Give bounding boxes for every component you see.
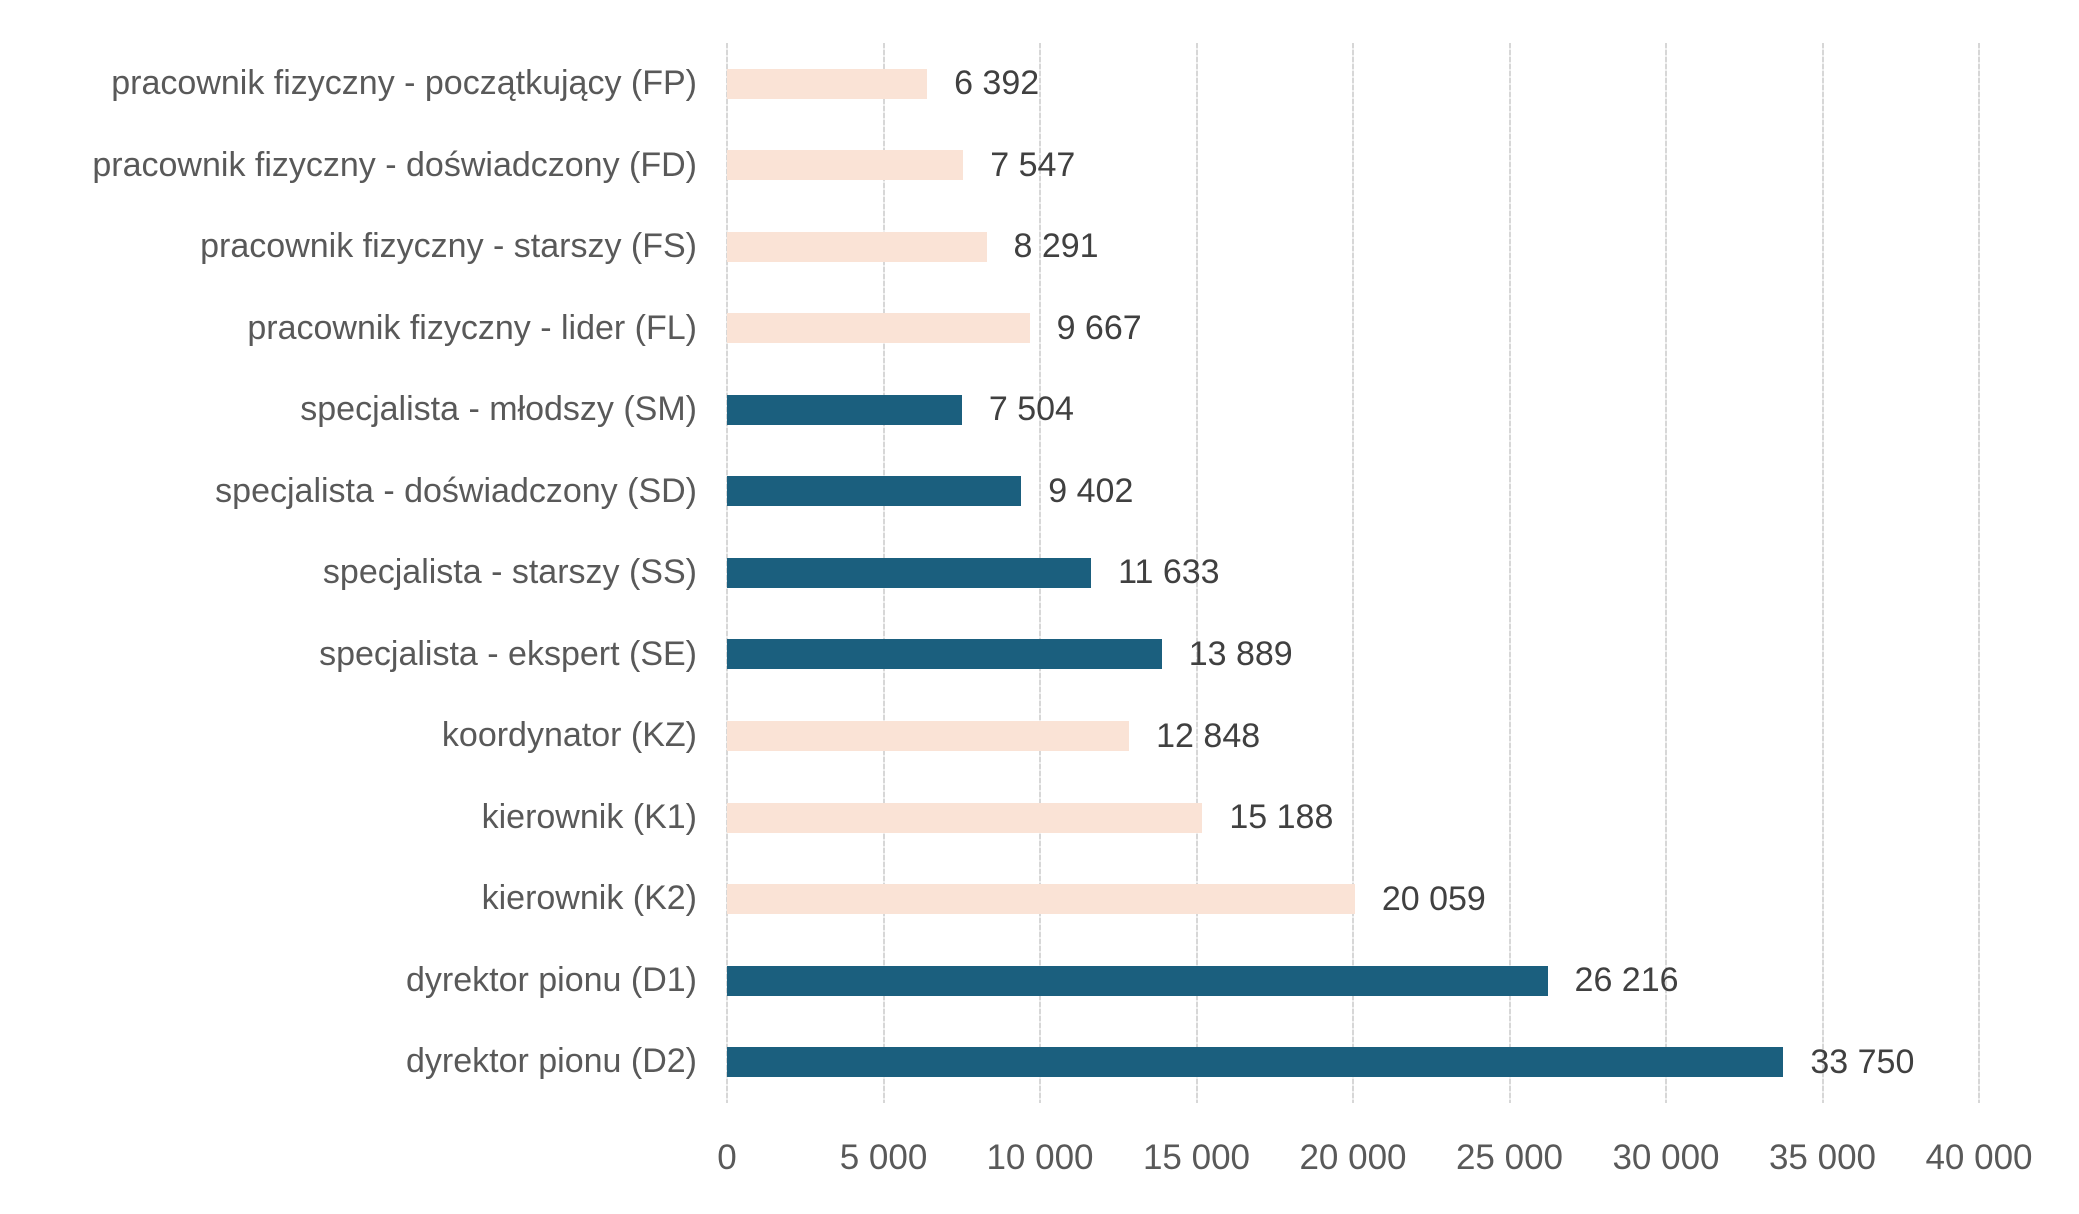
bar [727,639,1162,670]
category-label: pracownik fizyczny - początkujący (FP) [111,64,697,103]
value-label: 15 188 [1229,798,1334,837]
x-tick-label: 35 000 [1768,1138,1877,1177]
value-label: 26 216 [1574,961,1679,1000]
x-axis: 0 5 000 10 000 15 000 20 000 25 000 30 000 35 0… [717,1128,2032,1188]
bar-track: 13 889 [727,614,1979,696]
bar-row: koordynator (KZ) 12 848 [0,695,2060,777]
gridline [1195,43,1198,1103]
value-label: 20 059 [1381,879,1486,918]
bar-rows: pracownik fizyczny - początkujący (FP) 6 … [0,43,2060,1103]
category-label: pracownik fizyczny - starszy (FS) [200,227,697,266]
value-label: 8 291 [1013,227,1099,266]
bar-track: 8 291 [727,206,1979,288]
x-tick-label: 15 000 [1142,1138,1251,1177]
bar-track: 26 216 [727,940,1979,1022]
bar-track: 7 547 [727,125,1979,207]
bar-row: pracownik fizyczny - początkujący (FP) 6 … [0,43,2060,125]
bar [727,884,1355,915]
bar-row: pracownik fizyczny - lider (FL) 9 667 [0,288,2060,370]
category-label: specjalista - doświadczony (SD) [215,471,697,510]
bar-track: 33 750 [727,1021,1979,1103]
category-label: specjalista - starszy (SS) [322,553,697,592]
bar [727,802,1203,833]
bar [727,313,1030,344]
value-label: 33 750 [1810,1042,1915,1081]
bar-track: 11 633 [727,532,1979,614]
value-label: 7 504 [988,390,1074,429]
value-label: 13 889 [1188,634,1293,673]
bar [727,231,987,262]
category-label: koordynator (KZ) [441,716,697,755]
bar [727,68,928,99]
x-tick-label: 20 000 [1299,1138,1407,1177]
bar [727,557,1092,588]
category-label: kierownik (K1) [481,797,697,836]
gridline [1978,43,1980,1103]
bar-row: dyrektor pionu (D2) 33 750 [0,1021,2060,1103]
bar-row: pracownik fizyczny - doświadczony (FD) 7 … [0,125,2060,207]
bar-row: specjalista - młodszy (SM) 7 504 [0,369,2060,451]
gridline [1665,43,1667,1103]
bar-row: specjalista - starszy (SS) 11 633 [0,532,2060,614]
bar-row: specjalista - doświadczony (SD) 9 402 [0,451,2060,533]
value-label: 9 667 [1056,308,1142,347]
category-label: specjalista - młodszy (SM) [300,390,697,429]
bar [727,721,1130,752]
x-tick-label: 40 000 [1925,1138,2033,1177]
bar-track: 20 059 [727,858,1979,940]
value-label: 11 633 [1118,553,1220,592]
value-label: 12 848 [1156,716,1261,755]
bar [727,965,1548,996]
x-tick-label: 30 000 [1612,1138,1720,1177]
bar-track: 15 188 [727,777,1979,859]
x-tick-label: 10 000 [986,1138,1094,1177]
gridline [1821,43,1824,1103]
bar-row: specjalista - ekspert (SE) 13 889 [0,614,2060,696]
bar [727,476,1022,507]
bar-track: 7 504 [727,369,1979,451]
bar-track: 6 392 [727,43,1979,125]
bar [727,1047,1784,1078]
bar-track: 12 848 [727,695,1979,777]
value-label: 6 392 [954,64,1040,103]
bar-track: 9 402 [727,451,1979,533]
bar-row: kierownik (K1) 15 188 [0,777,2060,859]
category-label: pracownik fizyczny - doświadczony (FD) [92,145,697,184]
value-label: 7 547 [990,145,1076,184]
x-tick-label: 0 [717,1138,737,1177]
bar-row: dyrektor pionu (D1) 26 216 [0,940,2060,1022]
gridline [1352,43,1354,1103]
bar [727,394,962,425]
category-label: dyrektor pionu (D1) [405,960,697,999]
x-tick-label: 5 000 [839,1138,928,1177]
category-label: kierownik (K2) [481,879,697,918]
value-label: 9 402 [1048,471,1134,510]
category-label: specjalista - ekspert (SE) [319,634,697,673]
category-label: dyrektor pionu (D2) [405,1042,697,1081]
bar-row: kierownik (K2) 20 059 [0,858,2060,940]
bar-row: pracownik fizyczny - starszy (FS) 8 291 [0,206,2060,288]
x-tick-label: 25 000 [1455,1138,1564,1177]
bar-track: 9 667 [727,288,1979,370]
bar [727,150,964,181]
category-label: pracownik fizyczny - lider (FL) [247,308,697,347]
gridline [1508,43,1511,1103]
